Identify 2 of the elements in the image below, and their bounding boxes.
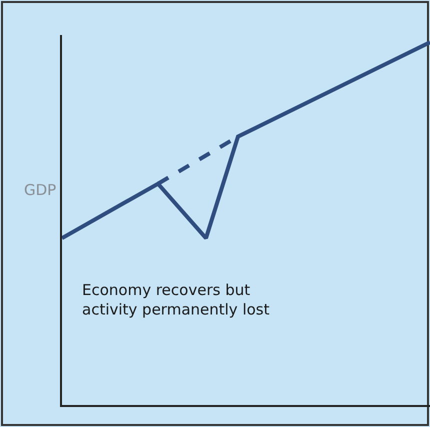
annotation: Economy recovers but activity permanently lost [82, 281, 270, 318]
y-axis-title: GDP [24, 181, 56, 199]
